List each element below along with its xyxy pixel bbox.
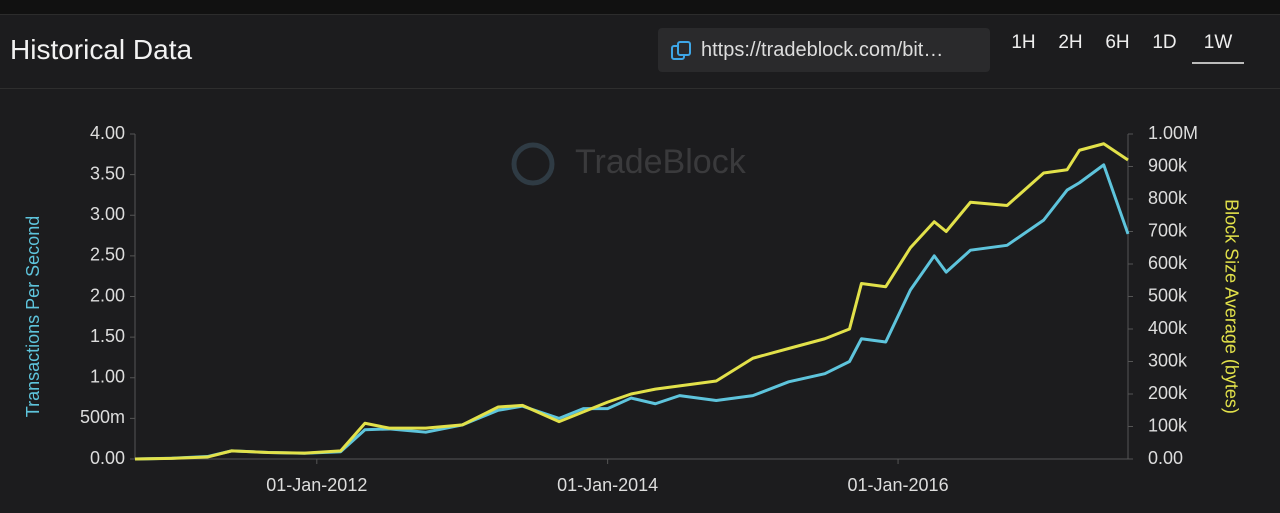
y2-axis-title: Block Size Average (bytes) [1221, 199, 1241, 414]
y-tick-label: 3.50 [90, 163, 125, 183]
y2-tick-label: 800k [1148, 188, 1188, 208]
url-box[interactable]: https://tradeblock.com/bit… [658, 28, 990, 72]
y-tick-label: 0.00 [90, 448, 125, 468]
range-button[interactable]: 2H [1058, 32, 1083, 53]
range-button[interactable]: 1D [1152, 32, 1177, 53]
y2-tick-label: 900k [1148, 155, 1188, 175]
y2-tick-label: 200k [1148, 383, 1188, 403]
y-tick-label: 1.50 [90, 326, 125, 346]
watermark-logo [511, 142, 555, 186]
range-button[interactable]: 1W [1192, 32, 1244, 64]
x-tick-label: 01-Jan-2014 [557, 475, 658, 495]
top-bar [0, 0, 1280, 15]
y-axis-title: Transactions Per Second [23, 216, 43, 417]
x-tick-label: 01-Jan-2016 [848, 475, 949, 495]
y2-tick-label: 1.00M [1148, 123, 1198, 143]
url-text: https://tradeblock.com/bit… [701, 39, 944, 61]
y-tick-label: 4.00 [90, 123, 125, 143]
y-tick-label: 3.00 [90, 204, 125, 224]
watermark: TradeBlock [575, 143, 747, 181]
range-button[interactable]: 1H [1011, 32, 1036, 53]
y-tick-label: 500m [80, 407, 125, 427]
y2-tick-label: 700k [1148, 220, 1188, 240]
y2-tick-label: 0.00 [1148, 448, 1183, 468]
separator [0, 88, 1280, 89]
y-tick-label: 2.50 [90, 245, 125, 265]
x-tick-label: 01-Jan-2012 [266, 475, 367, 495]
y-tick-label: 1.00 [90, 367, 125, 387]
y-tick-label: 2.00 [90, 285, 125, 305]
range-buttons: 1H 2H 6H 1D 1W [1000, 32, 1244, 64]
y2-tick-label: 400k [1148, 318, 1188, 338]
y2-tick-label: 300k [1148, 350, 1188, 370]
range-button[interactable]: 6H [1105, 32, 1130, 53]
y2-tick-label: 600k [1148, 253, 1188, 273]
series-line [134, 163, 1130, 461]
page-title: Historical Data [10, 34, 193, 65]
copy-icon [671, 41, 691, 60]
y2-tick-label: 100k [1148, 415, 1188, 435]
series-line [134, 142, 1129, 461]
y2-tick-label: 500k [1148, 285, 1188, 305]
